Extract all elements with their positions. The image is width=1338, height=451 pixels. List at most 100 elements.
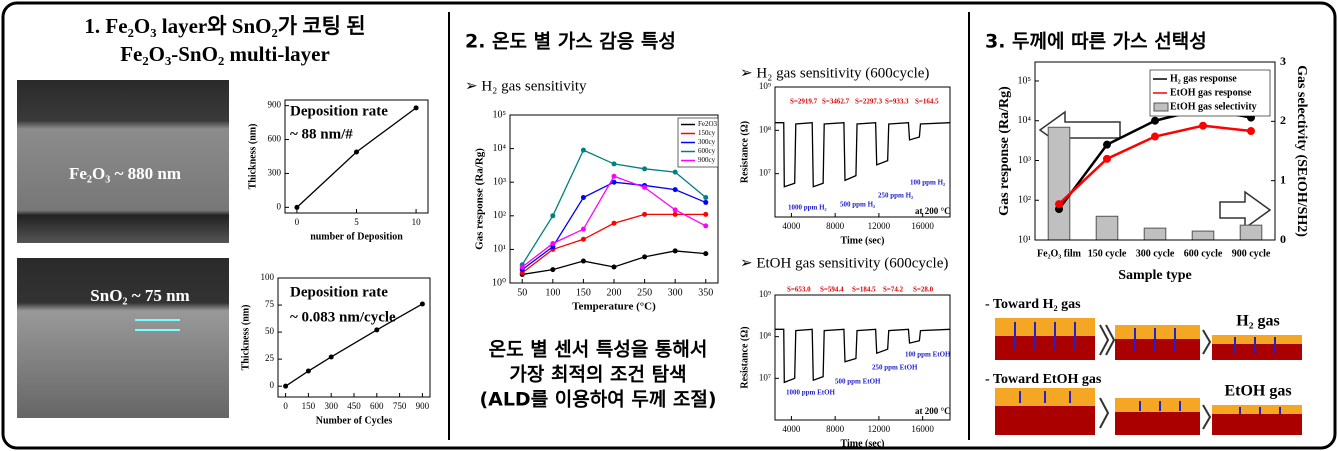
annotation: 1000 ppm EtOH xyxy=(786,389,836,397)
marker xyxy=(642,254,648,260)
x-axis-label: Time (sec) xyxy=(841,235,885,246)
plot-frame xyxy=(774,294,951,421)
legend-label: 150cy xyxy=(698,129,716,137)
x-tick-label: 5 xyxy=(354,217,359,227)
marker xyxy=(672,211,678,217)
line xyxy=(521,149,707,266)
line xyxy=(521,181,707,271)
marker xyxy=(283,383,289,389)
marker xyxy=(611,179,617,185)
schematic-label: - Toward EtOH gas xyxy=(985,372,1102,387)
marker xyxy=(519,264,525,270)
marker xyxy=(703,199,709,205)
legend-label: Fe2O3 xyxy=(698,120,718,128)
x-tick-label: 150 cycle xyxy=(1088,248,1127,259)
x-tick-label: 100 xyxy=(545,287,560,298)
y-tick-label: 10⁸ xyxy=(759,124,771,134)
legend-label: 900cy xyxy=(698,156,716,164)
annotation: Deposition rate xyxy=(290,284,388,300)
x-tick-label: Fe₂O₃ film xyxy=(1037,248,1082,259)
marker xyxy=(672,187,678,193)
marker xyxy=(703,195,709,201)
marker xyxy=(703,211,709,217)
annotation: 100 ppm H₂ xyxy=(910,179,945,187)
plot-frame xyxy=(1034,61,1276,241)
x-tick-label: 8000 xyxy=(826,424,845,434)
y-axis-label: Resistance (Ω) xyxy=(739,326,750,388)
annotation: S=594.4 xyxy=(820,286,844,294)
annotation: 100 ppm EtOH xyxy=(905,351,951,359)
x-tick-label: 300 xyxy=(668,287,683,298)
x-axis-label: Sample type xyxy=(1118,268,1192,283)
marker xyxy=(1055,200,1063,209)
plot-frame xyxy=(509,114,719,284)
marker xyxy=(1103,154,1111,163)
x-tick-label: 350 xyxy=(698,287,713,298)
line xyxy=(296,107,417,208)
line xyxy=(775,122,951,188)
annotation: S=164.5 xyxy=(915,98,939,106)
arrow xyxy=(1219,190,1272,230)
y-tick-label: 10³ xyxy=(493,176,506,187)
y-tick-label: 10⁹ xyxy=(759,289,771,299)
y-tick-label: 10³ xyxy=(1018,155,1031,166)
annotation: 500 ppm H₂ xyxy=(840,201,875,209)
x-tick-label: 200 xyxy=(607,287,622,298)
x-tick-label: 8000 xyxy=(826,221,845,231)
y-tick-label: 10⁸ xyxy=(759,331,771,341)
annotation: S=653.0 xyxy=(787,286,811,294)
y-axis-label: Thickness (nm) xyxy=(247,124,258,190)
annotation: S=2919.7 xyxy=(790,98,818,106)
schematic-label: EtOH gas xyxy=(1224,383,1291,400)
schematic-label: H₂ gas xyxy=(1236,313,1279,330)
marker xyxy=(611,220,617,226)
annotation: S=3462.7 xyxy=(822,98,850,106)
summary-text: 가장 최적의 조건 탐색 xyxy=(509,364,686,386)
marker xyxy=(550,213,556,219)
x-tick-label: 300 cycle xyxy=(1136,248,1175,259)
image-label: Fe₂O₃ ~ 880 nm xyxy=(69,164,181,183)
marker xyxy=(703,223,709,229)
panel-title: 1. Fe₂O₃ layer와 SnO₂가 코팅 된 xyxy=(84,14,365,38)
marker xyxy=(1151,116,1159,125)
x-axis-label: Temperature (°C) xyxy=(572,301,656,313)
legend-box xyxy=(1149,69,1271,117)
sem-image xyxy=(17,80,229,243)
legend-swatch xyxy=(1153,102,1169,112)
schematic xyxy=(995,318,1302,435)
annotation: S=2297.3 xyxy=(855,98,883,106)
x-tick-label: 4000 xyxy=(782,221,801,231)
x-tick-label: 16000 xyxy=(911,221,934,231)
legend-label: 300cy xyxy=(698,138,716,146)
panel-title: Fe₂O₃-SnO₂ multi-layer xyxy=(120,42,330,66)
annotation: S=28.0 xyxy=(913,286,934,294)
sem-image xyxy=(17,258,229,418)
x-axis-label: Time (sec) xyxy=(841,438,885,449)
y2-axis-label: Gas selectivity (SEtOH/SH2) xyxy=(1294,65,1309,237)
x-tick-label: 900 cycle xyxy=(1232,248,1271,259)
marker xyxy=(1151,132,1159,141)
y-axis-label: Thickness (nm) xyxy=(240,305,251,371)
x-tick-label: 12000 xyxy=(868,221,891,231)
y-tick-label: 300 xyxy=(268,168,282,178)
y-axis-label: Gas response (Ra/Rg) xyxy=(474,148,486,250)
line xyxy=(522,250,706,276)
annotation: ~ 0.083 nm/cycle xyxy=(290,309,396,325)
marker xyxy=(328,354,334,360)
marker xyxy=(672,248,678,254)
marker xyxy=(354,149,359,155)
x-tick-label: 16000 xyxy=(911,424,934,434)
film xyxy=(1115,398,1200,412)
x-axis-label: Number of Cycles xyxy=(316,415,393,426)
marker xyxy=(580,236,586,242)
marker xyxy=(580,195,586,201)
y-axis-label: Gas response (Ra/Rg) xyxy=(997,86,1012,216)
x-tick-label: 50 xyxy=(517,287,527,298)
legend-label: EtOH gas response xyxy=(1170,87,1252,98)
annotation: 250 ppm H₂ xyxy=(878,192,913,200)
annotation: S=933.3 xyxy=(885,98,909,106)
legend-label: EtOH gas selectivity xyxy=(1170,101,1257,112)
y-tick-label: 10¹ xyxy=(493,244,506,255)
legend-label: H₂ gas response xyxy=(1170,73,1237,84)
annotation: 1000 ppm H₂ xyxy=(788,204,827,212)
